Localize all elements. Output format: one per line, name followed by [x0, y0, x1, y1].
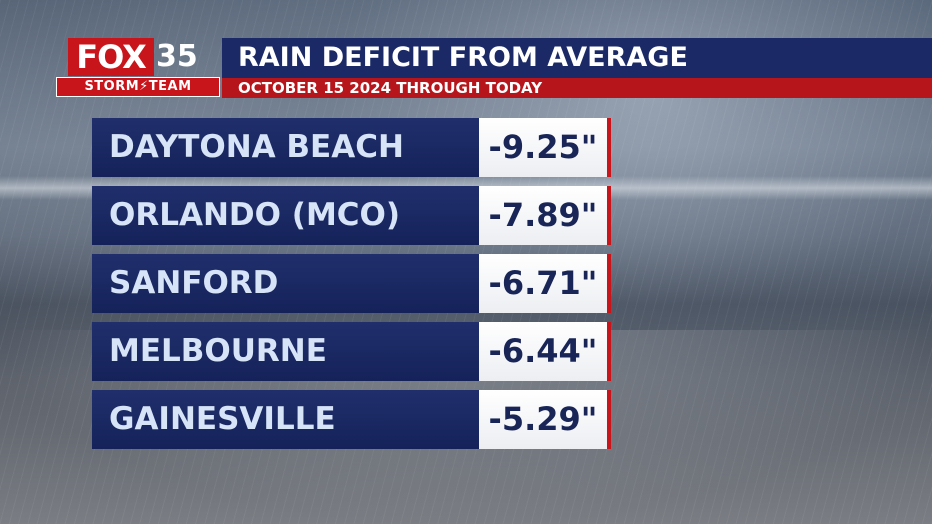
row-accent-stripe	[607, 254, 611, 313]
deficit-table: DAYTONA BEACH -9.25" ORLANDO (MCO) -7.89…	[92, 118, 612, 458]
title-bar: RAIN DEFICIT FROM AVERAGE	[222, 38, 932, 78]
row-accent-stripe	[607, 186, 611, 245]
table-row: DAYTONA BEACH -9.25"	[92, 118, 612, 177]
row-accent-stripe	[607, 118, 611, 177]
city-name: GAINESVILLE	[92, 390, 479, 449]
logo-channel-number: 35	[156, 39, 198, 74]
fox35-storm-team-logo: FOX 35 STORM⚡TEAM	[56, 38, 220, 97]
logo-fox-text: FOX	[68, 38, 154, 76]
subtitle-bar: OCTOBER 15 2024 THROUGH TODAY	[222, 78, 932, 98]
deficit-value: -6.71"	[479, 254, 607, 313]
city-name: DAYTONA BEACH	[92, 118, 479, 177]
table-row: SANFORD -6.71"	[92, 254, 612, 313]
table-row: GAINESVILLE -5.29"	[92, 390, 612, 449]
city-name: MELBOURNE	[92, 322, 479, 381]
deficit-value: -9.25"	[479, 118, 607, 177]
table-row: ORLANDO (MCO) -7.89"	[92, 186, 612, 245]
row-accent-stripe	[607, 390, 611, 449]
city-name: ORLANDO (MCO)	[92, 186, 479, 245]
deficit-value: -6.44"	[479, 322, 607, 381]
page-subtitle: OCTOBER 15 2024 THROUGH TODAY	[238, 79, 543, 97]
table-row: MELBOURNE -6.44"	[92, 322, 612, 381]
deficit-value: -5.29"	[479, 390, 607, 449]
page-title: RAIN DEFICIT FROM AVERAGE	[238, 42, 688, 73]
row-accent-stripe	[607, 322, 611, 381]
logo-storm-team: STORM⚡TEAM	[56, 77, 220, 97]
deficit-value: -7.89"	[479, 186, 607, 245]
city-name: SANFORD	[92, 254, 479, 313]
